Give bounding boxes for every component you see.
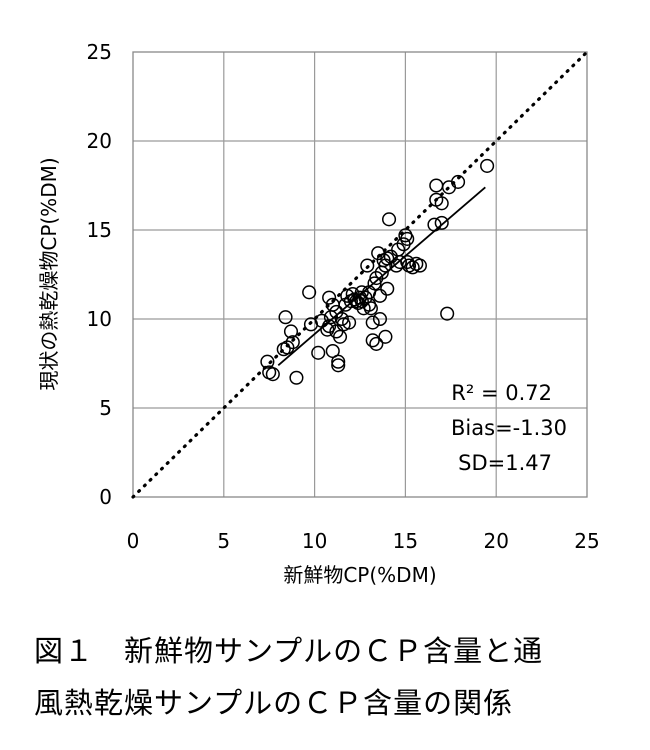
data-point — [331, 354, 346, 369]
y-tick-label: 20 — [87, 129, 112, 153]
data-point — [278, 310, 293, 325]
x-tick-label: 20 — [483, 529, 508, 553]
data-point — [427, 217, 442, 232]
data-point — [372, 311, 388, 327]
figure-caption-line-1: 図１ 新鮮物サンプルのＣＰ含量と通 — [34, 634, 544, 668]
data-point — [331, 358, 346, 373]
data-point — [400, 231, 415, 246]
y-axis-label: 現状の熱乾燥物CP(%DM) — [37, 157, 61, 390]
data-point — [369, 271, 384, 286]
data-point — [347, 292, 362, 307]
y-tick-label: 10 — [87, 307, 112, 331]
data-point — [434, 215, 449, 230]
data-point — [434, 196, 449, 211]
data-point — [365, 315, 380, 330]
data-point — [380, 281, 395, 296]
data-point — [429, 178, 444, 193]
data-point — [342, 315, 357, 330]
data-point — [329, 304, 344, 319]
y-tick-label: 0 — [99, 485, 112, 509]
data-point — [360, 258, 375, 273]
data-point — [354, 294, 369, 309]
data-point — [383, 249, 398, 264]
data-point — [440, 306, 455, 321]
figure-caption-line-2: 風熱乾燥サンプルのＣＰ含量の関係 — [34, 686, 514, 720]
data-points — [260, 158, 495, 385]
data-point — [480, 158, 495, 173]
x-tick-label: 25 — [574, 529, 599, 553]
data-point — [280, 340, 295, 355]
identity-line — [131, 50, 589, 499]
grid-lines — [133, 52, 587, 497]
x-tick-label: 5 — [217, 529, 230, 553]
y-tick-labels: 0 5 10 15 20 25 — [87, 40, 112, 509]
data-point — [302, 285, 317, 300]
data-point — [322, 290, 337, 305]
data-point — [378, 329, 393, 344]
y-tick-label: 5 — [99, 396, 112, 420]
y-tick-label: 15 — [87, 218, 112, 242]
data-point — [451, 174, 466, 189]
data-point — [265, 367, 280, 382]
data-point — [405, 260, 420, 275]
data-point — [372, 288, 388, 303]
data-point — [311, 345, 326, 360]
x-tick-label: 15 — [393, 529, 418, 553]
data-point — [283, 324, 299, 339]
y-tick-label: 25 — [87, 40, 112, 64]
r-squared-annotation: R² = 0.72 — [451, 381, 552, 405]
data-point — [382, 212, 397, 227]
data-point — [412, 258, 427, 273]
data-point — [369, 336, 384, 351]
data-point — [289, 370, 304, 385]
data-point — [365, 333, 380, 348]
bias-annotation: Bias=-1.30 — [451, 416, 567, 440]
data-point — [363, 301, 378, 316]
data-point — [260, 354, 275, 369]
x-axis-label: 新鮮物CP(%DM) — [283, 563, 436, 587]
data-point — [391, 242, 406, 257]
x-tick-labels: 0 5 10 15 20 25 — [127, 529, 600, 553]
plot-frame — [132, 51, 588, 498]
data-point — [285, 335, 300, 350]
data-point — [322, 319, 337, 334]
data-point — [392, 254, 408, 270]
data-point — [336, 317, 351, 332]
x-tick-label: 10 — [302, 529, 327, 553]
data-point — [332, 329, 348, 344]
scatter-chart: 0 5 10 15 20 25 0 5 10 15 20 25 新鮮物CP(%DM) 現状の熱乾燥物… — [37, 40, 600, 587]
x-tick-label: 0 — [127, 529, 140, 553]
sd-annotation: SD=1.47 — [458, 451, 552, 475]
